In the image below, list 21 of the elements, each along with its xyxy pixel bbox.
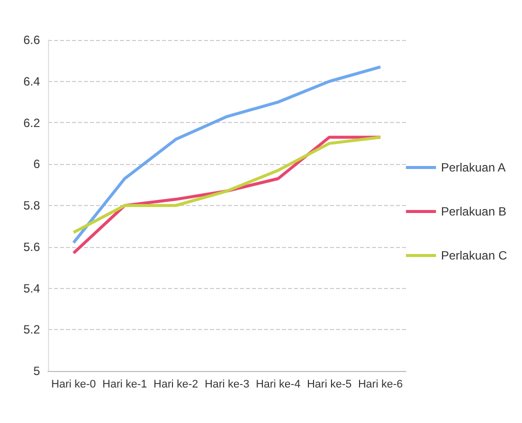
y-tick-label: 6.2: [23, 116, 40, 130]
x-tick-label: Hari ke-1: [102, 378, 148, 390]
line-series: [72, 65, 382, 244]
y-tick-label: 6.4: [23, 74, 40, 88]
x-tick-label: Hari ke-2: [154, 378, 198, 390]
y-tick-label: 5.4: [23, 281, 40, 296]
x-tick-label: Hari ke-4: [256, 378, 300, 390]
y-tick-label: 5.2: [23, 322, 40, 337]
y-tick-label: 6.6: [23, 33, 40, 47]
line-series: [72, 136, 382, 234]
x-tick-label: Hari ke-0: [51, 378, 96, 390]
legend-label: Perlakuan B: [440, 204, 506, 218]
y-tick-label: 5.8: [23, 198, 40, 212]
legend-label: Perlakuan A: [440, 160, 506, 174]
y-tick-label: 5.6: [23, 240, 40, 254]
x-tick-label: Hari ke-6: [358, 378, 403, 390]
x-tick-label: Hari ke-5: [306, 378, 352, 390]
y-tick-label: 5: [33, 364, 40, 378]
legend-label: Perlakuan C: [440, 248, 508, 262]
x-tick-label: Hari ke-3: [204, 378, 250, 390]
y-tick-label: 6: [33, 157, 40, 172]
